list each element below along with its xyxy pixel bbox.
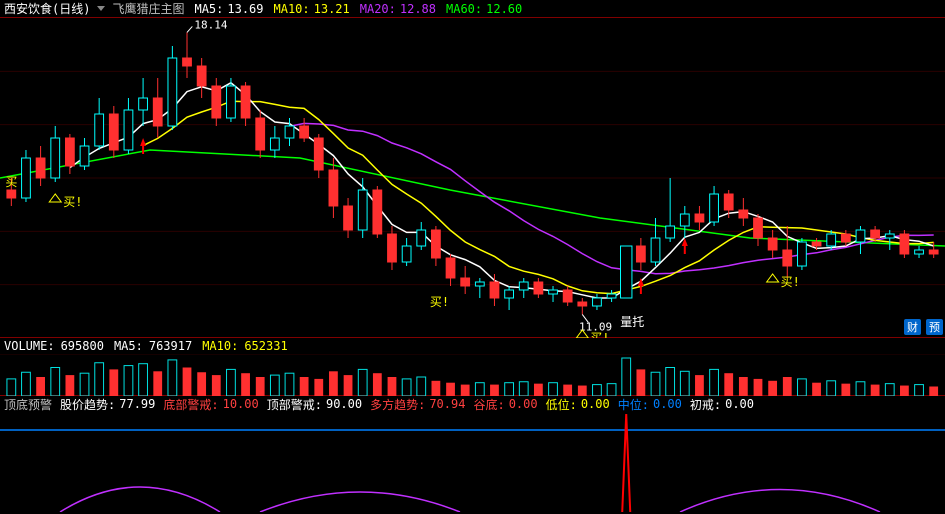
svg-text:买: 买 bbox=[5, 175, 17, 189]
svg-text:买!: 买! bbox=[430, 295, 449, 309]
indicator-header: 顶底预警 股价趋势: 77.99 底部警戒: 10.00 顶部警戒: 90.00… bbox=[0, 396, 945, 412]
ma5-value: 13.69 bbox=[227, 2, 263, 16]
trend-label: 股价趋势: bbox=[60, 396, 115, 413]
gudi-value: 0.00 bbox=[509, 397, 538, 411]
top-warn-value: 90.00 bbox=[326, 397, 362, 411]
mid-label: 中位: bbox=[618, 396, 649, 413]
volume-ma10-value: 652331 bbox=[244, 339, 287, 353]
volume-label: VOLUME: bbox=[4, 339, 55, 353]
svg-text:买!: 买! bbox=[63, 195, 82, 209]
volume-ma5-value: 763917 bbox=[149, 339, 192, 353]
multi-label: 多方趋势: bbox=[370, 396, 425, 413]
low-label: 低位: bbox=[546, 396, 577, 413]
ma60-label: MA60: bbox=[446, 2, 482, 16]
ma5-label: MA5: bbox=[194, 2, 223, 16]
init-label: 初戒: bbox=[690, 396, 721, 413]
svg-text:买!: 买! bbox=[781, 275, 800, 289]
ma60-value: 12.60 bbox=[486, 2, 522, 16]
indicator-name: 飞鹰猎庄主图 bbox=[112, 0, 184, 17]
mid-value: 0.00 bbox=[653, 397, 682, 411]
bottom-warn-label: 底部警戒: bbox=[163, 396, 218, 413]
ma10-value: 13.21 bbox=[314, 2, 350, 16]
chart-header: 西安饮食(日线) 飞鹰猎庄主图 MA5: 13.69 MA10: 13.21 M… bbox=[0, 0, 945, 18]
volume-ma10-label: MA10: bbox=[202, 339, 238, 353]
volume-header: VOLUME: 695800 MA5: 763917 MA10: 652331 bbox=[0, 338, 945, 354]
svg-text:18.14: 18.14 bbox=[194, 18, 227, 31]
volume-chart[interactable] bbox=[0, 354, 945, 396]
gudi-label: 谷底: bbox=[473, 396, 504, 413]
ma10-label: MA10: bbox=[274, 2, 310, 16]
candlestick-chart[interactable]: 18.1411.09买买!买!买!量托买! 财 预 bbox=[0, 18, 945, 338]
trend-value: 77.99 bbox=[119, 397, 155, 411]
indicator-name: 顶底预警 bbox=[4, 396, 52, 413]
volume-ma5-label: MA5: bbox=[114, 339, 143, 353]
badge-yu: 预 bbox=[926, 319, 943, 335]
ma20-value: 12.88 bbox=[400, 2, 436, 16]
low-value: 0.00 bbox=[581, 397, 610, 411]
indicator-chart[interactable] bbox=[0, 412, 945, 512]
bottom-warn-value: 10.00 bbox=[223, 397, 259, 411]
multi-value: 70.94 bbox=[429, 397, 465, 411]
svg-text:量托: 量托 bbox=[620, 315, 644, 329]
chevron-down-icon[interactable] bbox=[97, 6, 105, 11]
svg-text:买!: 买! bbox=[590, 331, 609, 338]
ma20-label: MA20: bbox=[360, 2, 396, 16]
volume-value: 695800 bbox=[61, 339, 104, 353]
top-warn-label: 顶部警戒: bbox=[267, 396, 322, 413]
init-value: 0.00 bbox=[725, 397, 754, 411]
stock-name[interactable]: 西安饮食(日线) bbox=[4, 0, 90, 17]
badge-cai: 财 bbox=[904, 319, 921, 335]
